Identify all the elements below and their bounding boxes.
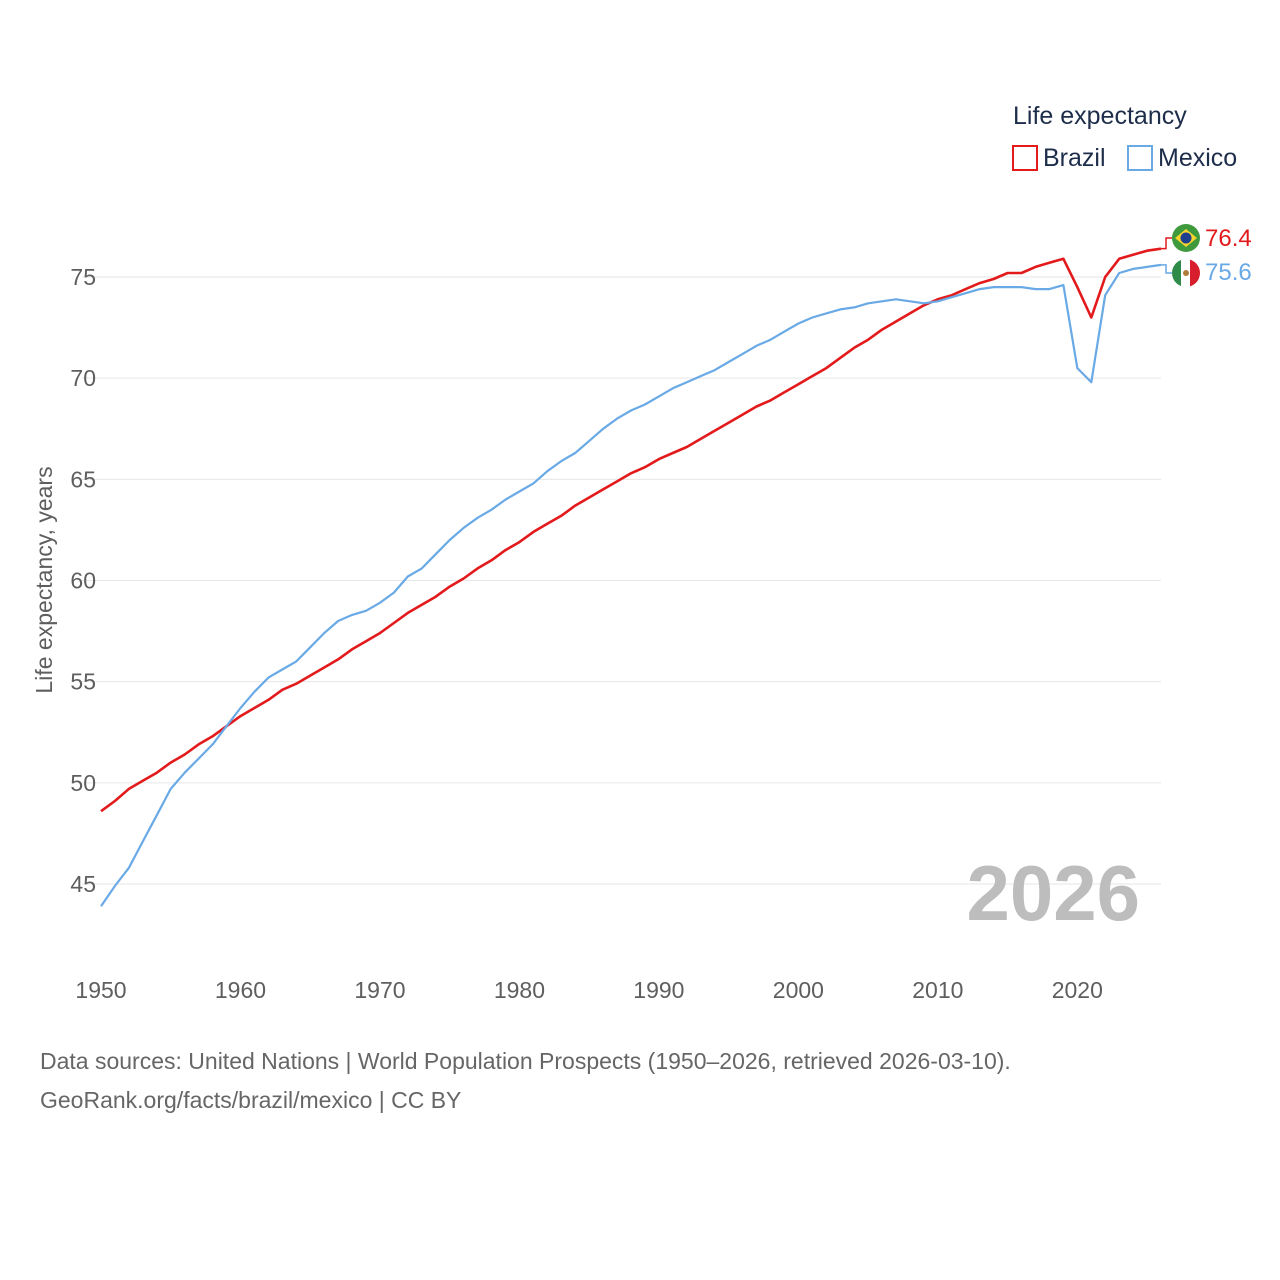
x-tick-label: 1960 xyxy=(215,977,266,1003)
x-axis-ticks: 1950 1960 1970 1980 1990 2000 2010 2020 xyxy=(75,977,1102,1003)
brazil-connector-line xyxy=(1161,237,1172,250)
x-tick-label: 1970 xyxy=(354,977,405,1003)
brazil-flag-icon xyxy=(1172,224,1200,252)
y-axis-ticks: 45 50 55 60 65 70 75 xyxy=(70,264,96,897)
life-expectancy-chart: 45 50 55 60 65 70 75 1950 1960 1970 1980 1990 2000 2… xyxy=(31,102,1252,1003)
x-tick-label: 2000 xyxy=(773,977,824,1003)
y-tick-label: 60 xyxy=(70,568,96,594)
x-tick-label: 1990 xyxy=(633,977,684,1003)
y-tick-label: 50 xyxy=(70,770,96,796)
mexico-connector-line xyxy=(1161,264,1172,274)
legend-label-brazil: Brazil xyxy=(1043,144,1106,172)
x-tick-label: 2020 xyxy=(1052,977,1103,1003)
y-tick-label: 45 xyxy=(70,871,96,897)
series-line-mexico xyxy=(100,263,1162,907)
x-tick-label: 1980 xyxy=(494,977,545,1003)
legend-item-mexico[interactable]: Mexico xyxy=(1127,144,1237,172)
data-sources-text: Data sources: United Nations | World Pop… xyxy=(40,1048,1011,1074)
y-tick-label: 65 xyxy=(70,466,96,492)
legend-swatch-mexico xyxy=(1127,145,1153,171)
brazil-end-value: 76.4 xyxy=(1205,225,1252,252)
y-tick-label: 55 xyxy=(70,669,96,695)
mexico-end-value: 75.6 xyxy=(1205,259,1252,286)
brazil-end-marker: 76.4 xyxy=(1161,224,1252,252)
y-tick-label: 70 xyxy=(70,365,96,391)
x-tick-label: 1950 xyxy=(75,977,126,1003)
current-year-label: 2026 xyxy=(966,849,1140,937)
grid-lines xyxy=(82,276,1161,885)
attribution-text: GeoRank.org/facts/brazil/mexico | CC BY xyxy=(40,1087,462,1113)
legend-label-mexico: Mexico xyxy=(1158,144,1237,172)
x-tick-label: 2010 xyxy=(912,977,963,1003)
legend-swatch-brazil xyxy=(1012,145,1038,171)
series-lines xyxy=(100,247,1162,907)
series-line-brazil xyxy=(100,247,1162,813)
legend-item-brazil[interactable]: Brazil xyxy=(1012,144,1106,172)
legend-title: Life expectancy xyxy=(1013,102,1187,130)
mexico-flag-icon xyxy=(1172,259,1200,287)
y-axis-title: Life expectancy, years xyxy=(31,466,57,693)
legend: Life expectancy Brazil Mexico xyxy=(1012,102,1237,172)
footer: Data sources: United Nations | World Pop… xyxy=(40,1042,1011,1120)
mexico-end-marker: 75.6 xyxy=(1161,259,1252,287)
y-tick-label: 75 xyxy=(70,264,96,290)
